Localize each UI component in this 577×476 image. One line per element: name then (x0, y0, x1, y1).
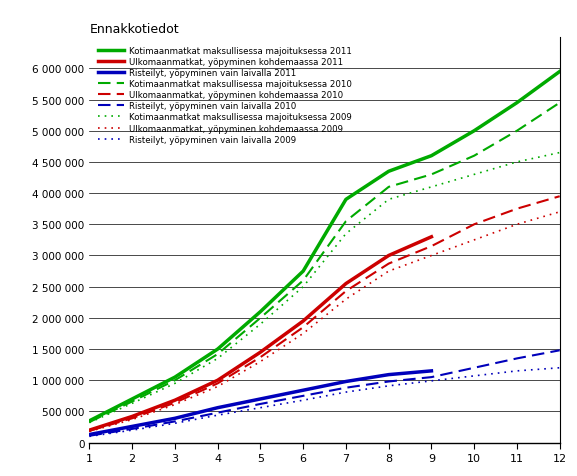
Text: Ennakkotiedot: Ennakkotiedot (89, 22, 179, 36)
Legend: Kotimaanmatkat maksullisessa majoituksessa 2011, Ulkomaanmatkat, yöpyminen kohde: Kotimaanmatkat maksullisessa majoitukses… (99, 47, 351, 144)
